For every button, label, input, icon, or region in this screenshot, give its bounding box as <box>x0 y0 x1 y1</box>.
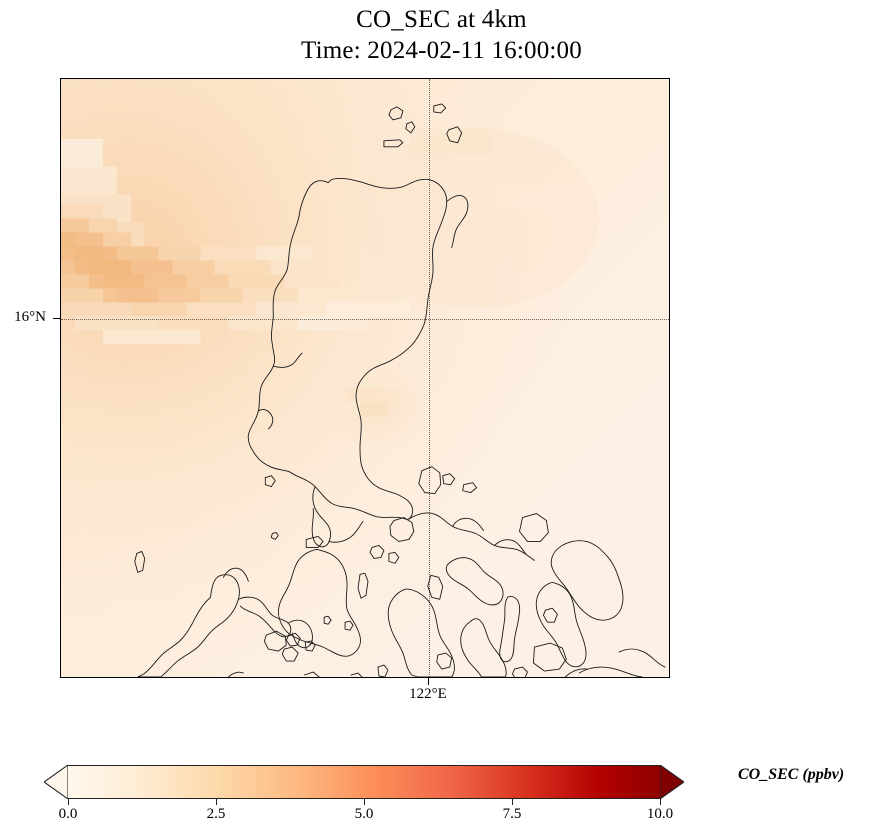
page-title: CO_SEC at 4km Time: 2024-02-11 16:00:00 <box>0 4 883 66</box>
colorbar-gradient[interactable] <box>68 765 660 799</box>
map-gridlines <box>61 79 669 677</box>
gridline-lat-16 <box>61 319 669 320</box>
colorbar-axis-label: CO_SEC (ppbv) <box>738 766 845 783</box>
axis-label-lat: 16°N <box>14 309 46 325</box>
colorbar-ticklabel-3: 7.5 <box>502 806 522 822</box>
colorbar-ticklabel-1: 2.5 <box>206 806 226 822</box>
map-plot-area[interactable] <box>60 78 670 678</box>
tick-lon-122 <box>428 678 429 685</box>
colorbar-ticklabel-4: 10.0 <box>646 806 674 822</box>
gridline-lon-122 <box>429 79 430 677</box>
title-line-variable: CO_SEC at 4km <box>356 6 527 33</box>
colorbar-ticklabel-2: 5.0 <box>354 806 374 822</box>
colorbar-tick-3 <box>512 799 513 805</box>
title-line-time: Time: 2024-02-11 16:00:00 <box>301 37 582 64</box>
colorbar-extend-min <box>44 765 68 799</box>
axis-label-lon: 122°E <box>409 686 447 702</box>
colorbar-tick-1 <box>216 799 217 805</box>
colorbar-tick-0 <box>68 799 69 805</box>
tick-lat-16 <box>53 318 60 319</box>
coastline-overlay <box>134 103 666 677</box>
colorbar-tick-4 <box>660 799 661 805</box>
colorbar-ticklabel-0: 0.0 <box>58 806 78 822</box>
colorbar-extend-max <box>660 765 684 799</box>
colorbar[interactable]: 0.0 2.5 5.0 7.5 10.0 <box>0 750 883 836</box>
colorbar-tick-2 <box>364 799 365 805</box>
